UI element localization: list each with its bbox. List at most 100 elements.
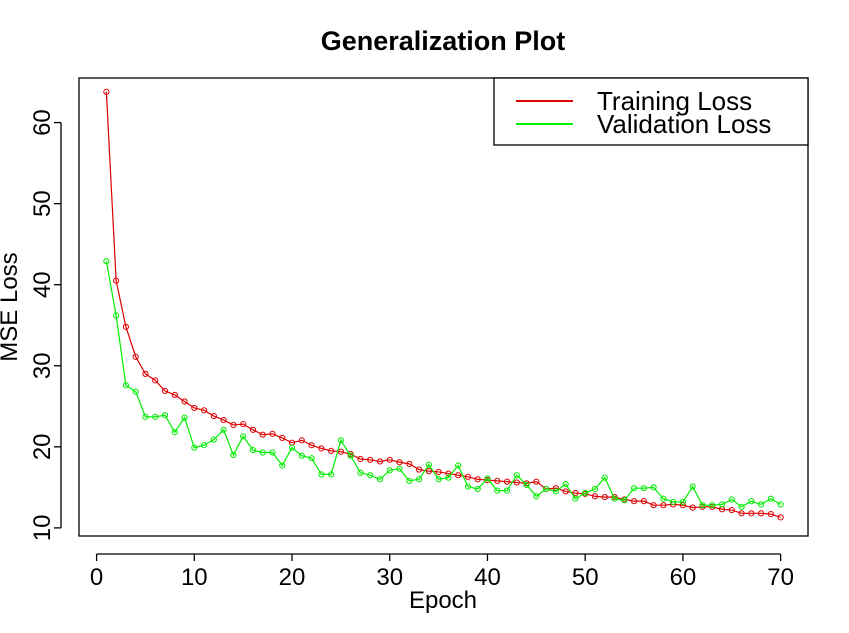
legend-box bbox=[493, 77, 809, 146]
validation-loss-point bbox=[630, 485, 638, 492]
training-loss-point bbox=[503, 478, 511, 485]
training-loss-point bbox=[630, 498, 638, 505]
validation-loss-point bbox=[572, 495, 579, 502]
validation-loss-point bbox=[562, 481, 569, 488]
validation-loss-point bbox=[611, 495, 618, 502]
validation-loss-point bbox=[298, 452, 305, 459]
validation-loss-point bbox=[240, 433, 247, 440]
training-loss-point bbox=[132, 353, 139, 360]
x-axis-label: Epoch bbox=[409, 587, 477, 614]
validation-loss-point bbox=[543, 485, 550, 493]
training-loss-line bbox=[105, 91, 781, 518]
training-loss-point bbox=[113, 277, 120, 284]
training-loss-point bbox=[415, 466, 423, 473]
validation-loss-point bbox=[699, 502, 706, 509]
legend-label-training: Training Loss bbox=[597, 86, 752, 116]
y-tick-label: 20 bbox=[29, 433, 56, 460]
validation-loss-point bbox=[200, 442, 208, 449]
training-loss-point bbox=[191, 404, 198, 412]
training-loss-point bbox=[259, 431, 266, 438]
validation-loss-point bbox=[171, 429, 178, 436]
training-loss-point bbox=[376, 458, 384, 465]
validation-loss-point bbox=[523, 481, 530, 489]
x-tick-label: 50 bbox=[572, 564, 599, 591]
chart-title: Generalization Plot bbox=[321, 26, 566, 56]
y-axis: 10 20 30 40 50 60 bbox=[29, 109, 62, 542]
validation-loss-point bbox=[367, 472, 374, 479]
training-loss-point bbox=[748, 510, 755, 517]
training-loss-point bbox=[777, 514, 784, 521]
validation-loss-point bbox=[455, 462, 462, 469]
training-loss-point bbox=[562, 488, 569, 495]
validation-loss-point bbox=[718, 501, 726, 508]
x-tick-label: 30 bbox=[376, 564, 403, 591]
training-loss-point bbox=[298, 437, 305, 444]
validation-loss-point bbox=[132, 388, 139, 395]
validation-loss-point bbox=[650, 484, 657, 491]
training-loss-point bbox=[318, 445, 325, 452]
training-loss-point bbox=[474, 476, 481, 483]
validation-loss-point bbox=[152, 413, 159, 420]
training-loss-point bbox=[494, 477, 501, 484]
training-loss-point bbox=[406, 460, 413, 467]
legend: Training Loss Validation Loss bbox=[493, 77, 809, 146]
series-layer bbox=[103, 88, 784, 521]
validation-loss-point bbox=[161, 412, 169, 419]
validation-loss-point bbox=[269, 449, 276, 456]
validation-loss-point bbox=[113, 312, 120, 319]
validation-loss-point bbox=[670, 498, 677, 506]
x-tick-label: 70 bbox=[767, 564, 794, 591]
training-loss-point bbox=[103, 88, 110, 95]
validation-loss-point bbox=[757, 501, 765, 508]
validation-loss-point bbox=[748, 498, 755, 505]
validation-loss-point bbox=[318, 471, 325, 478]
validation-loss-point bbox=[259, 449, 266, 456]
training-loss-point bbox=[171, 391, 178, 399]
training-loss-point bbox=[640, 498, 647, 505]
x-tick-label: 10 bbox=[181, 564, 208, 591]
x-axis: 0 10 20 30 40 50 60 70 bbox=[90, 553, 794, 591]
validation-loss-point bbox=[621, 497, 628, 504]
training-loss-point bbox=[757, 510, 765, 517]
validation-loss-point bbox=[142, 413, 149, 420]
validation-loss-line bbox=[105, 261, 781, 508]
training-loss-point bbox=[240, 421, 247, 428]
validation-loss-point bbox=[191, 444, 198, 451]
training-loss-point bbox=[601, 493, 608, 501]
training-loss-point bbox=[142, 370, 149, 377]
training-loss-point bbox=[591, 493, 599, 500]
training-loss-point bbox=[357, 455, 364, 463]
training-loss-point bbox=[689, 504, 696, 511]
y-tick-label: 50 bbox=[29, 190, 56, 217]
training-loss-point bbox=[181, 398, 188, 405]
validation-loss-point bbox=[513, 472, 520, 479]
training-loss-point bbox=[308, 442, 315, 449]
training-loss-point bbox=[220, 416, 227, 424]
training-loss-point bbox=[210, 412, 217, 420]
x-tick-label: 60 bbox=[670, 564, 697, 591]
y-tick-label: 10 bbox=[29, 515, 56, 542]
validation-loss-point bbox=[386, 467, 393, 474]
training-loss-point bbox=[660, 502, 667, 509]
validation-loss-point bbox=[337, 437, 344, 444]
training-loss-point bbox=[728, 506, 735, 514]
validation-loss-point bbox=[679, 498, 687, 506]
training-loss-point bbox=[650, 502, 657, 509]
y-tick-label: 30 bbox=[29, 352, 56, 379]
training-loss-point bbox=[533, 478, 540, 485]
validation-loss-point bbox=[396, 465, 403, 472]
validation-loss-point bbox=[709, 502, 716, 509]
validation-loss-point bbox=[484, 475, 491, 482]
x-tick-label: 40 bbox=[474, 564, 501, 591]
training-loss-point bbox=[767, 511, 774, 518]
validation-loss-point bbox=[591, 485, 599, 493]
training-loss-point bbox=[328, 447, 335, 454]
validation-loss-point bbox=[552, 488, 559, 495]
validation-loss-point bbox=[230, 451, 237, 459]
training-loss-point bbox=[367, 456, 374, 463]
training-loss-point bbox=[122, 323, 130, 330]
training-loss-point bbox=[200, 407, 208, 414]
training-loss-point bbox=[513, 479, 520, 486]
validation-loss-point bbox=[288, 444, 296, 451]
